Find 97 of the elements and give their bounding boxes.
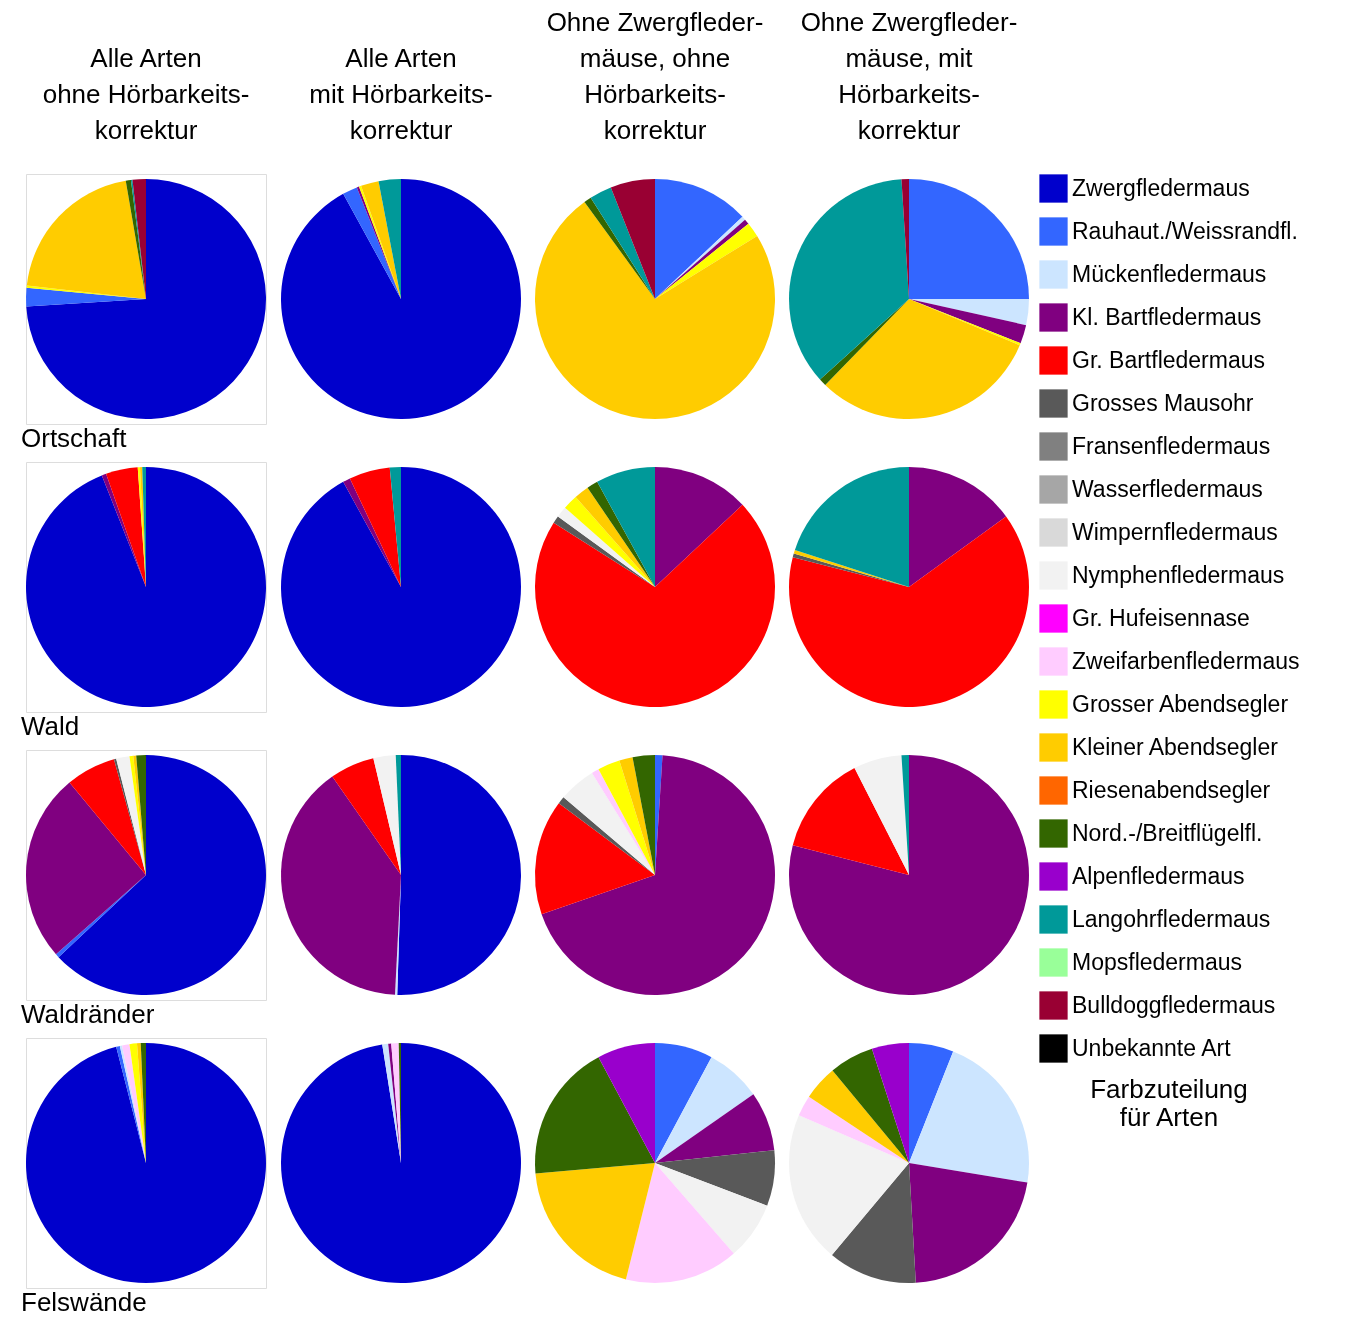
pie-slice [909,179,1029,299]
pie-slice [909,1163,1028,1283]
pie-slice [58,755,266,995]
legend-label: Bulldoggfledermaus [1072,991,1276,1018]
pie-slice [575,487,655,587]
legend-label: Gr. Bartfledermaus [1072,346,1266,373]
pie-slice [378,179,401,299]
legend-label: Grosses Mausohr [1072,389,1254,416]
pie-slice [281,467,521,707]
chart-title: Alle Arten ohne Hörbarkeits- korrektur [42,43,250,145]
legend-label: Nymphenfledermaus [1072,561,1285,588]
pie-slice [382,1043,401,1163]
pie-slice [625,1163,734,1283]
pie-slice [655,467,743,587]
legend-label: Nord.-/Breitflügelfl. [1072,819,1263,846]
legend-label: Wimpernfledermaus [1072,518,1278,545]
pie-slice [591,769,655,875]
pie-slice [597,467,655,587]
legend-label: Unbekannte Art [1072,1034,1232,1061]
legend-label: Kl. Bartfledermaus [1072,303,1262,330]
pie-slice [655,1163,768,1254]
pie-slice [655,1094,775,1163]
pie-slice [349,467,401,587]
legend-title: Farbzuteilung für Arten [1090,1074,1248,1132]
pie-slice [26,180,146,299]
legend-label: Kleiner Abendsegler [1072,733,1279,760]
text: Felswände [21,1287,147,1317]
text: Ortschaft [21,423,128,453]
pie-slice [281,179,521,419]
legend-label: Langohrfledermaus [1072,905,1271,932]
pie-slice [535,504,775,707]
pie-slice [854,755,909,875]
pie-slice [789,179,909,380]
pie-slice [69,759,146,875]
pie-slice [26,179,266,419]
pie-slice [789,755,1029,995]
pie-slice [584,197,655,299]
pie-slice [373,755,401,875]
chart-title: Ohne Zwergfleder- mäuse, ohne Hörbarkeits- korrektur [546,7,764,145]
pie-slice [610,179,655,299]
pie-slice [655,1043,712,1163]
pie-slice [26,1043,266,1283]
legend-label: Zweifarbenfledermaus [1072,647,1300,674]
pie-slice [632,755,655,875]
pie-slice [794,467,909,587]
text: Wald [21,711,80,741]
legend-label: Grosser Abendsegler [1072,690,1289,717]
pie-slice [343,187,401,299]
legend-label: Mückenfledermaus [1072,260,1267,287]
pie-slice [535,803,655,915]
pie-slice [598,760,655,875]
pie-slice [535,1163,655,1280]
pie-slice [281,776,401,995]
pie-slice [808,1070,909,1163]
pie-slice [789,1115,909,1255]
pie-slice [655,1057,754,1163]
pie-slice [535,1057,655,1174]
pie-slice [541,755,775,995]
pie-slice [792,768,909,875]
text: Waldränder [21,999,155,1029]
pie-slice [397,755,521,995]
legend-label: Fransenfledermaus [1072,432,1271,459]
pie-slice [871,1043,909,1163]
pie-slice [598,1043,655,1163]
pie-slice [332,758,401,875]
chart-title: Alle Arten mit Hörbarkeits- korrektur [309,43,493,145]
legend-label: Gr. Hufeisennase [1072,604,1250,631]
pie-slice [909,1043,954,1163]
legend-label: Mopsfledermaus [1072,948,1243,975]
pie-slice [655,1150,775,1206]
pie-slice [590,187,655,299]
pie-slice [909,467,1007,587]
pie-slice [535,201,775,419]
pie-slice [789,516,1029,707]
pie-slice [125,179,146,299]
legend-label: Wasserfledermaus [1072,475,1263,502]
pie-slice [281,1043,521,1283]
pie-slice [909,1051,1029,1183]
pie-slice [26,467,266,707]
pie-slice [563,772,655,875]
pie-slice [798,1096,909,1163]
legend-label: Riesenabendsegler [1072,776,1271,803]
pie-slice [825,299,1020,419]
pie-slice [564,496,655,587]
pie-slice [106,467,146,587]
pie-slice [26,782,146,955]
legend-label: Rauhaut./Weissrandfl. [1072,217,1298,244]
pie-slice [655,179,743,299]
legend-label: Zwergfledermaus [1072,174,1250,201]
chart-title: Ohne Zwergfleder- mäuse, mit Hörbarkeits- korrektur [800,7,1018,145]
legend-label: Alpenfledermaus [1072,862,1245,889]
pie-slice [909,299,1029,326]
pie-slice [619,757,655,875]
pie-slice [819,299,909,385]
pie-slice [831,1163,916,1283]
pie-slice [587,481,655,587]
pie-slice [832,1048,909,1163]
